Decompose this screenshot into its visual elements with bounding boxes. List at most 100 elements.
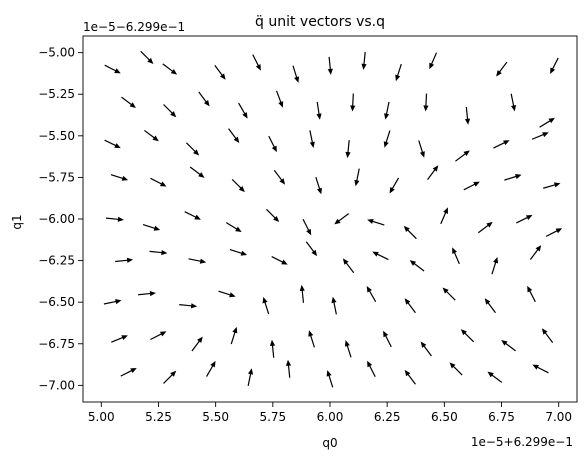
quiver-arrow	[111, 335, 128, 343]
quiver-arrow	[361, 51, 367, 70]
quiver-arrow	[262, 296, 270, 315]
quiver-arrow	[144, 129, 159, 142]
quiver-arrow	[452, 247, 460, 265]
quiver-arrow	[491, 256, 499, 275]
quiver-arrow	[189, 166, 205, 178]
x-tick-label: 5.75	[259, 410, 286, 424]
y-tick-label: −5.50	[38, 129, 75, 143]
x-axis-label: q0	[322, 436, 337, 450]
quiver-arrow	[342, 258, 355, 274]
quiver-arrow	[350, 93, 356, 112]
quiver-arrow	[142, 224, 161, 231]
quiver-arrow	[316, 101, 322, 120]
quiver-arrow	[225, 222, 242, 233]
quiver-arrow	[420, 341, 432, 357]
quiver-arrow	[206, 360, 216, 377]
quiver-arrow	[440, 207, 448, 225]
quiver-arrow	[455, 150, 470, 162]
quiver-arrow	[334, 213, 349, 225]
y-tick-label: −7.00	[38, 378, 75, 392]
quiver-arrow	[532, 364, 549, 374]
quiver-arrow	[150, 331, 167, 341]
quiver-arrow	[188, 258, 207, 264]
quiver-arrow	[106, 216, 124, 222]
quiver-arrow	[463, 181, 480, 191]
quiver-arrow	[121, 96, 136, 108]
x-axis-offset-label: 1e−5+6.299e−1	[471, 435, 573, 449]
x-tick-label: 5.00	[88, 410, 115, 424]
chart-title: q̈ unit vectors vs.q	[255, 14, 385, 30]
quiver-arrow	[309, 130, 315, 148]
quiver-arrow	[191, 336, 203, 352]
quiver-arrow	[238, 102, 248, 119]
quiver-arrow	[367, 360, 376, 378]
y-tick-label: −5.75	[38, 170, 75, 184]
quiver-arrow	[539, 117, 555, 128]
quiver-arrow	[104, 139, 121, 149]
quiver-arrow	[305, 241, 318, 257]
quiver-arrow	[308, 330, 315, 348]
quiver-arrow	[403, 225, 417, 240]
quiver-arrow	[228, 128, 240, 144]
quiver-arrow	[541, 328, 554, 344]
quiver-arrow	[529, 245, 542, 260]
quiver-arrow	[252, 54, 261, 71]
quiver-arrow	[247, 368, 254, 386]
quiver-arrow	[184, 211, 201, 220]
quiver-arrow	[229, 248, 248, 256]
x-tick-label: 7.00	[545, 410, 572, 424]
quiver-arrow	[527, 285, 536, 303]
quiver-arrow	[404, 298, 416, 314]
quiver-arrow	[179, 303, 198, 309]
quiver-arrow	[345, 140, 351, 159]
quiver-arrow	[120, 367, 137, 377]
plot-area-frame	[82, 35, 578, 403]
quiver-arrow	[163, 104, 177, 118]
quiver-arrow	[510, 93, 517, 112]
quiver-arrows	[103, 50, 563, 388]
quiver-arrow	[331, 296, 337, 315]
quiver-arrow	[493, 140, 510, 149]
quiver-arrow	[273, 169, 286, 185]
quiver-arrow	[372, 251, 389, 261]
x-tick-label: 5.50	[202, 410, 229, 424]
quiver-arrow	[477, 221, 493, 234]
quiver-arrow	[449, 362, 463, 376]
quiver-arrow	[285, 359, 292, 378]
x-tick-label: 5.25	[145, 410, 172, 424]
quiver-arrow	[429, 52, 438, 70]
y-tick-label: −6.50	[38, 295, 75, 309]
quiver-arrow	[464, 106, 471, 125]
quiver-arrow	[543, 182, 561, 189]
x-tick-label: 6.00	[317, 410, 344, 424]
quiver-arrow	[214, 65, 226, 80]
quiver-arrow	[496, 61, 508, 77]
x-axis-ticks: 5.00 5.25 5.50 5.75 6.00 6.25 6.50 6.75 7.00	[88, 402, 572, 424]
y-axis-ticks: −5.00 −5.25 −5.50 −5.75 −6.00 −6.25 −6.50 −6.75…	[38, 46, 83, 392]
quiver-arrow	[418, 140, 425, 158]
quiver-arrow	[389, 177, 400, 194]
quiver-arrow	[185, 142, 200, 156]
y-tick-label: −5.00	[38, 46, 75, 60]
quiver-arrow	[150, 177, 167, 187]
quiver-arrow	[504, 174, 522, 181]
quiver-arrow	[268, 135, 277, 153]
quiver-arrow	[162, 63, 178, 75]
quiver-arrow	[487, 371, 503, 383]
quiver-arrow	[383, 330, 392, 348]
quiver-arrow	[427, 165, 439, 180]
quiver-arrow	[149, 249, 168, 256]
quiver-arrow	[266, 208, 280, 223]
quiver-arrow	[460, 329, 475, 343]
quiver-arrow	[163, 370, 177, 384]
quiver-arrow	[315, 176, 322, 195]
quiver-arrow	[409, 260, 425, 272]
quiver-arrow	[354, 168, 360, 187]
x-tick-label: 6.25	[374, 410, 401, 424]
quiver-arrow	[104, 64, 121, 74]
x-tick-label: 6.75	[488, 410, 515, 424]
quiver-arrow	[501, 340, 516, 352]
quiver-arrow	[271, 255, 288, 265]
quiver-arrow	[138, 290, 156, 297]
y-tick-label: −5.25	[38, 87, 75, 101]
